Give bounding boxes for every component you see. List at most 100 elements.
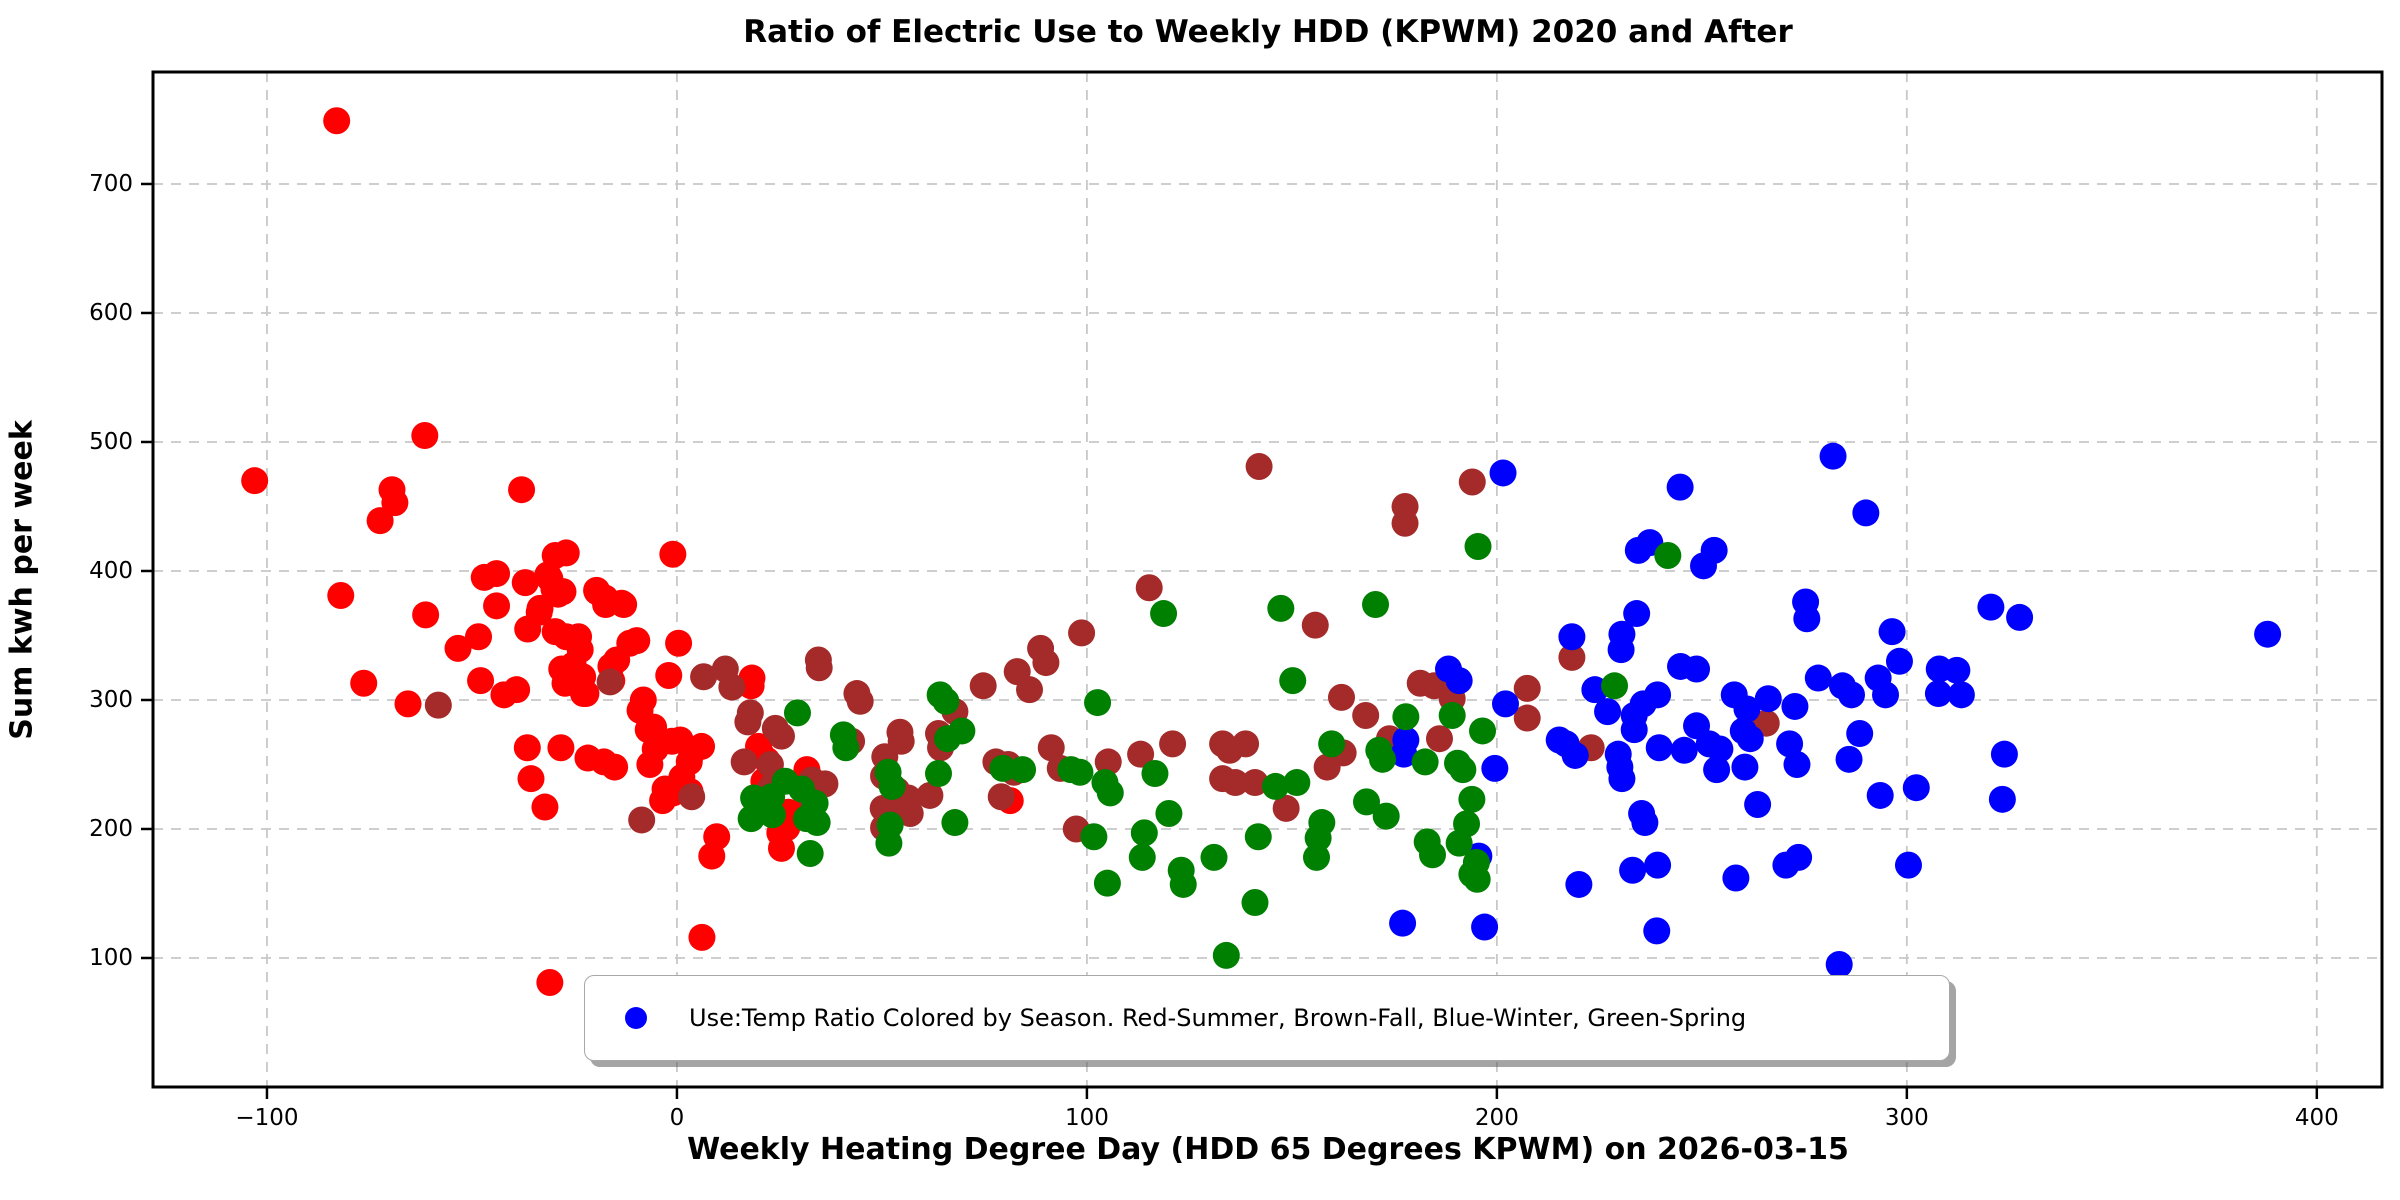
data-point-summer xyxy=(517,765,545,793)
data-point-spring xyxy=(1130,819,1158,847)
data-point-winter xyxy=(1643,917,1671,945)
plot-border xyxy=(151,70,2384,1089)
data-point-summer xyxy=(503,676,531,704)
data-point-summer xyxy=(737,672,765,700)
data-point-fall xyxy=(846,687,874,715)
x-axis-label: Weekly Heating Degree Day (HDD 65 Degree… xyxy=(687,1132,1849,1167)
data-point-spring xyxy=(1601,672,1629,700)
data-point-winter xyxy=(1781,692,1809,720)
data-point-fall xyxy=(1425,725,1453,753)
data-point-spring xyxy=(783,699,811,727)
data-point-fall xyxy=(1513,704,1541,732)
data-point-spring xyxy=(1212,941,1240,969)
data-point-summer xyxy=(381,489,409,517)
legend-marker-icon xyxy=(625,1007,647,1029)
data-point-winter xyxy=(1608,620,1636,648)
data-point-fall xyxy=(1458,468,1486,496)
data-point-winter xyxy=(1631,809,1659,837)
y-tick-label: 100 xyxy=(89,944,133,971)
data-point-spring xyxy=(932,687,960,715)
data-point-fall xyxy=(1391,509,1419,537)
data-point-spring xyxy=(1241,889,1269,917)
data-point-spring xyxy=(737,805,765,833)
data-point-summer xyxy=(511,569,539,597)
data-point-winter xyxy=(1754,685,1782,713)
x-tick-label: 200 xyxy=(1474,1105,1519,1131)
data-point-summer xyxy=(665,629,693,657)
data-point-winter xyxy=(1619,856,1647,884)
data-point-winter xyxy=(1670,736,1698,764)
data-point-fall xyxy=(1272,794,1300,822)
data-point-fall xyxy=(628,806,656,834)
data-point-spring xyxy=(1318,730,1346,758)
data-point-summer xyxy=(601,753,629,781)
data-point-winter xyxy=(1988,785,2016,813)
data-point-spring xyxy=(1261,772,1289,800)
data-point-fall xyxy=(1558,643,1586,671)
data-point-fall xyxy=(969,672,997,700)
data-point-summer xyxy=(688,923,716,951)
data-point-spring xyxy=(758,801,786,829)
data-point-summer xyxy=(536,969,564,997)
data-point-summer xyxy=(465,623,493,651)
data-point-fall xyxy=(1135,574,1163,602)
data-point-winter xyxy=(1943,656,1971,684)
data-point-winter xyxy=(1825,950,1853,978)
data-point-spring xyxy=(1353,788,1381,816)
data-point-fall xyxy=(1127,740,1155,768)
data-point-fall xyxy=(718,673,746,701)
data-point-winter xyxy=(1819,442,1847,470)
data-point-winter xyxy=(1683,655,1711,683)
data-point-summer xyxy=(394,690,422,718)
data-point-spring xyxy=(1464,532,1492,560)
data-point-summer xyxy=(411,422,439,450)
data-point-winter xyxy=(1924,680,1952,708)
data-point-summer xyxy=(531,793,559,821)
data-point-fall xyxy=(1159,730,1187,758)
data-point-fall xyxy=(887,727,915,755)
legend: Use:Temp Ratio Colored by Season. Red-Su… xyxy=(584,975,1950,1061)
data-point-spring xyxy=(788,775,816,803)
data-point-summer xyxy=(366,507,394,535)
data-point-winter xyxy=(1489,459,1517,487)
data-point-winter xyxy=(1852,499,1880,527)
data-point-fall xyxy=(767,722,795,750)
data-point-winter xyxy=(1785,843,1813,871)
data-point-fall xyxy=(424,691,452,719)
data-point-winter xyxy=(1620,716,1648,744)
data-point-fall xyxy=(1037,734,1065,762)
data-point-fall xyxy=(1094,748,1122,776)
data-point-winter xyxy=(1706,735,1734,763)
data-point-spring xyxy=(1150,600,1178,628)
data-point-winter xyxy=(1733,695,1761,723)
data-point-spring xyxy=(1128,843,1156,871)
data-point-spring xyxy=(1449,756,1477,784)
data-point-fall xyxy=(736,699,764,727)
data-point-winter xyxy=(1623,600,1651,628)
data-point-summer xyxy=(541,618,569,646)
data-point-summer xyxy=(603,646,631,674)
data-point-winter xyxy=(1835,745,1863,773)
data-point-summer xyxy=(655,661,683,689)
data-point-winter xyxy=(1608,765,1636,793)
data-point-fall xyxy=(1301,611,1329,639)
data-point-winter xyxy=(1894,851,1922,879)
data-point-winter xyxy=(1744,790,1772,818)
data-point-winter xyxy=(1703,756,1731,784)
data-point-spring xyxy=(1169,870,1197,898)
data-point-winter xyxy=(2006,603,2034,631)
data-point-winter xyxy=(1736,725,1764,753)
data-point-fall xyxy=(690,663,718,691)
data-point-spring xyxy=(1302,843,1330,871)
data-point-fall xyxy=(678,783,706,811)
data-point-winter xyxy=(1594,698,1622,726)
x-tick-label: 300 xyxy=(1884,1105,1929,1131)
data-point-summer xyxy=(241,467,269,495)
data-point-winter xyxy=(1866,781,1894,809)
data-point-winter xyxy=(1558,623,1586,651)
data-point-summer xyxy=(526,594,554,622)
data-point-summer xyxy=(547,734,575,762)
data-point-summer xyxy=(444,634,472,662)
data-point-fall xyxy=(1352,701,1380,729)
